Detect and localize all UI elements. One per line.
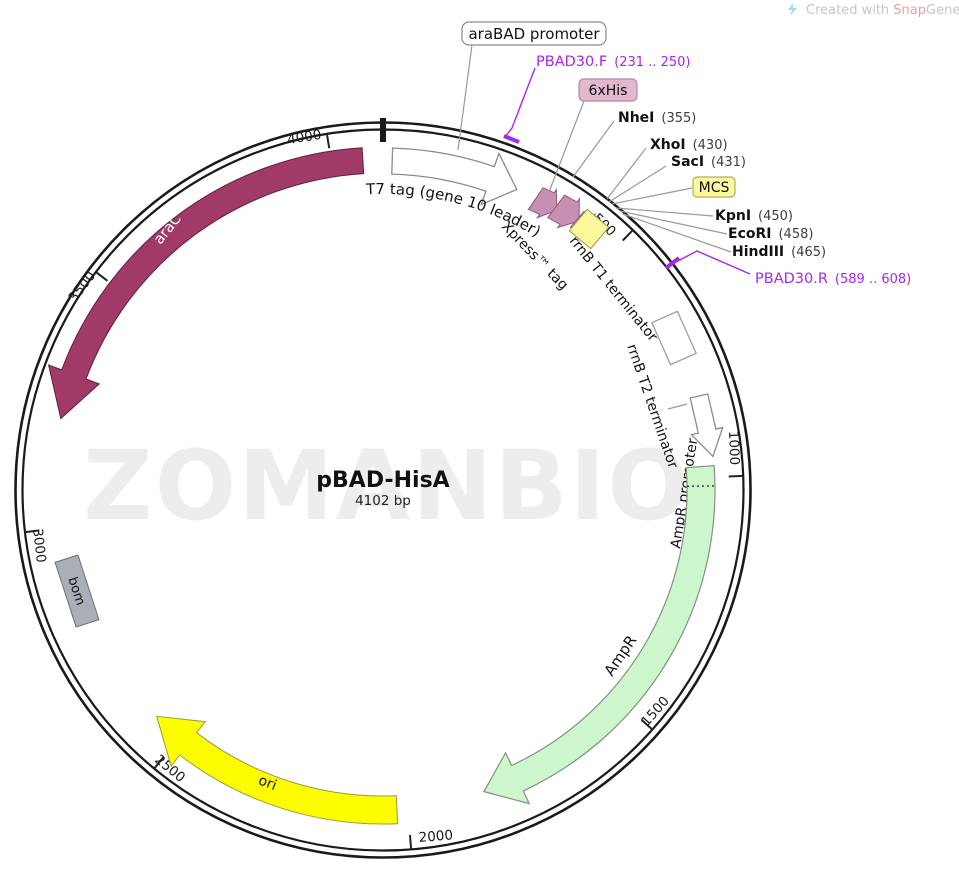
- rrnb-t1-marker: [568, 208, 610, 250]
- watermark-text: ZOMANBIO: [83, 430, 691, 542]
- tick-4000: [326, 134, 331, 149]
- arac-arrow: [47, 147, 365, 420]
- feature-arac: araC: [47, 147, 365, 420]
- nhei-label: NheI (355): [618, 110, 696, 126]
- nhei-leader: [572, 120, 615, 178]
- ecori-leader: [619, 210, 728, 235]
- bom-box: [54, 554, 100, 628]
- sixhis-label: 6xHis: [589, 83, 628, 99]
- xhoi-label: XhoI (430): [650, 137, 728, 153]
- feature-ori: ori: [156, 715, 399, 825]
- arabad-promoter-callout: araBAD promoter: [461, 21, 607, 46]
- snapgene-icon: [788, 3, 797, 16]
- tick-label-4000: 4000: [286, 127, 322, 148]
- tick-1000: [728, 474, 743, 478]
- ampr-arrow: [482, 465, 716, 805]
- rrnb-t1-label: rrnB T1 terminator: [566, 233, 661, 344]
- kpni-label: KpnI (450): [715, 208, 793, 224]
- ampr-promoter-arrow: [689, 393, 724, 458]
- mcs-leader: [611, 187, 693, 205]
- arabad-label: araBAD promoter: [468, 25, 600, 43]
- kpni-leader: [615, 207, 714, 217]
- xhoi-leader: [606, 147, 647, 200]
- saci-leader: [608, 165, 667, 203]
- plasmid-title: pBAD-HisA 4102 bp: [316, 468, 449, 509]
- sixhis-leader: [548, 100, 585, 193]
- mcs-callout: MCS: [692, 176, 736, 198]
- pbad30r-leader: [675, 250, 751, 275]
- hindiii-leader: [622, 213, 732, 253]
- saci-label: SacI (431): [671, 154, 746, 170]
- hindiii-label: HindIII (465): [732, 244, 826, 260]
- tick-label-3000: 3000: [29, 528, 49, 564]
- plasmid-name: pBAD-HisA: [316, 468, 449, 493]
- feature-bom: bom: [54, 554, 100, 628]
- plasmid-backbone: [14, 118, 752, 859]
- tick-3500: [95, 271, 109, 282]
- arabad-leader: [457, 44, 473, 151]
- credit-line: Created with SnapGene®: [788, 3, 959, 18]
- origin-tick: [380, 118, 386, 142]
- arabad-box: [461, 21, 607, 46]
- credit-text: Created with SnapGene®: [806, 3, 959, 18]
- tick-2000: [409, 834, 413, 849]
- sixhis-box: [578, 78, 638, 102]
- mcs-box: [692, 176, 736, 198]
- pbad30f-site-mark: [503, 134, 520, 144]
- ecori-label: EcoRI (458): [728, 226, 813, 242]
- tick-label-2000: 2000: [418, 827, 454, 846]
- mcs-label: MCS: [699, 180, 730, 196]
- tick-label-1000: 1000: [725, 431, 742, 466]
- sixhis-marker: [527, 187, 558, 219]
- tick-2500: [153, 756, 165, 769]
- enzyme-labels: NheI (355) XhoI (430) SacI (431) KpnI (450) …: [618, 110, 826, 260]
- plasmid-size: 4102 bp: [355, 493, 411, 509]
- pbad30f-label: PBAD30.F (231 .. 250): [536, 54, 691, 70]
- pbad30r-label: PBAD30.R (589 .. 608): [755, 271, 911, 287]
- xpress-marker: [547, 194, 580, 229]
- primer-marks: [503, 67, 751, 275]
- tick-3000: [25, 529, 40, 534]
- pbad30f-leader: [504, 67, 536, 138]
- tick-marks: [25, 134, 743, 849]
- ori-arrow: [156, 715, 399, 825]
- ori-label: ori: [256, 773, 279, 794]
- tick-500: [622, 229, 634, 242]
- leader-lines: [457, 44, 732, 253]
- rrnb-t2-marker: [651, 310, 697, 366]
- pbad30r-site-mark: [664, 256, 681, 270]
- t7-arrow: [391, 147, 518, 206]
- sixhis-callout: 6xHis: [578, 78, 638, 102]
- tick-1500: [640, 719, 653, 731]
